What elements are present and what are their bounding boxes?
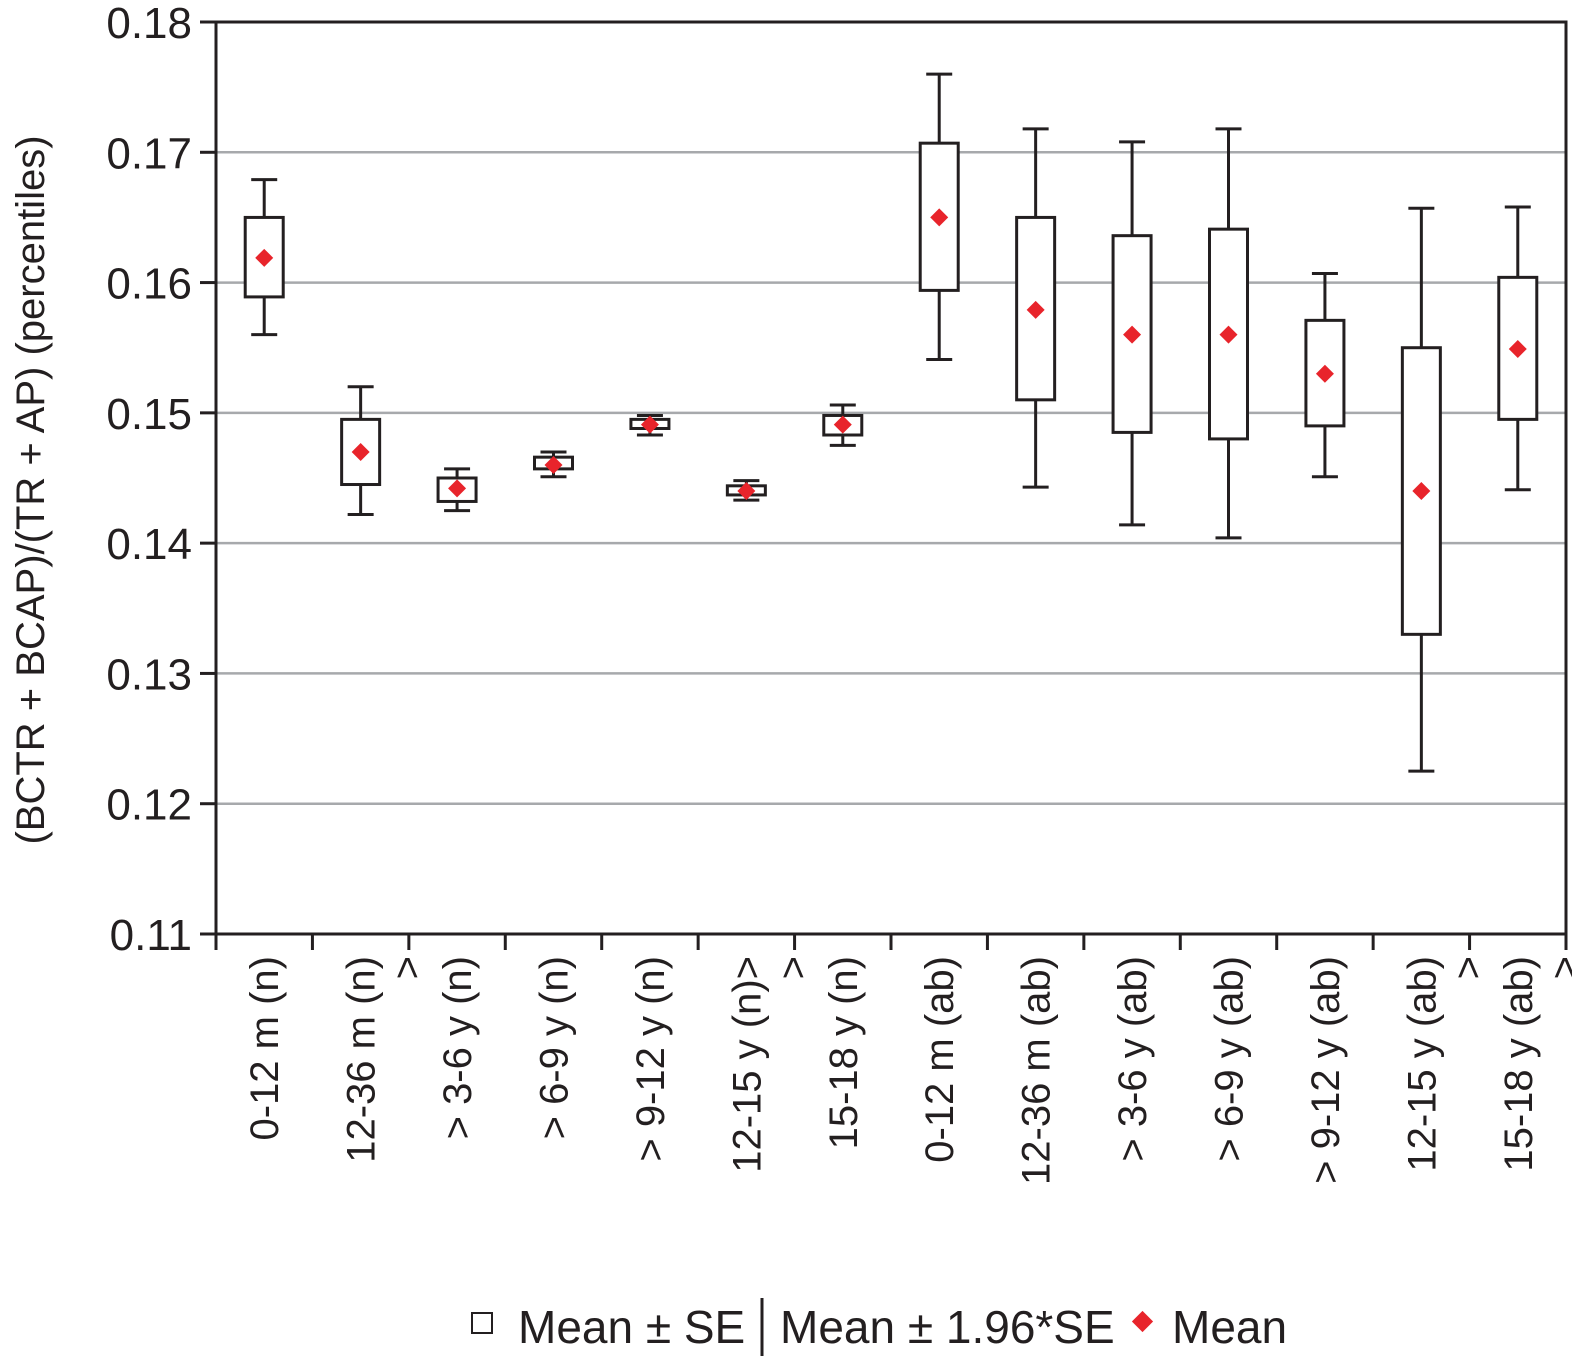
y-axis-title: (BCTR + BCAP)/(TR + AP) (percentiles) <box>9 135 53 844</box>
mean-marker <box>255 248 274 267</box>
mean-marker <box>1412 482 1431 501</box>
gridlines <box>216 151 1566 805</box>
mean-marker <box>737 482 756 501</box>
mean-marker <box>1219 325 1238 344</box>
mean-marker <box>1315 364 1334 383</box>
x-category-label-line2: > <box>1543 956 1572 979</box>
x-category-label: 12-15 y (ab) <box>1400 956 1444 1172</box>
mean-marker <box>1123 325 1142 344</box>
y-tick-label: 0.17 <box>106 129 192 178</box>
plot-marks <box>243 72 1539 773</box>
y-tick-label: 0.18 <box>106 0 192 48</box>
mean-marker <box>833 415 852 434</box>
mean-marker <box>640 415 659 434</box>
mean-marker <box>1026 300 1045 319</box>
y-tick-label: 0.15 <box>106 390 192 439</box>
mean-marker <box>448 479 467 498</box>
legend-label-se: Mean ± SE <box>518 1301 745 1353</box>
legend-mean-diamond-icon <box>1131 1310 1154 1333</box>
x-category-label: 15-18 y (ab) <box>1497 956 1541 1172</box>
x-category-label: > 3-6 y (ab) <box>1111 956 1155 1162</box>
x-category-label: 0-12 m (n) <box>243 956 287 1141</box>
x-category-label: > 3-6 y (n) <box>436 956 480 1139</box>
legend-se-box-icon <box>471 1312 493 1334</box>
mean-marker <box>351 442 370 461</box>
se-box <box>340 417 382 487</box>
x-category-label: 12-36 m (ab) <box>1015 956 1059 1185</box>
x-category-label-line2: > <box>771 956 815 979</box>
y-tick-label: 0.13 <box>106 650 192 699</box>
x-category-label: > 9-12 y (ab) <box>1304 956 1348 1184</box>
x-category-label: 12-36 m (n) <box>340 956 384 1163</box>
legend-label-ci: Mean ± 1.96*SE <box>780 1301 1115 1353</box>
x-category-label: 15-18 y (n) <box>822 956 866 1149</box>
x-category-label: > 6-9 y (n) <box>533 956 577 1139</box>
se-box <box>1497 275 1539 421</box>
legend-label-mean: Mean <box>1172 1301 1287 1353</box>
y-tick-label: 0.14 <box>106 520 192 569</box>
x-category-label: > 6-9 y (ab) <box>1208 956 1252 1162</box>
y-tick-label: 0.16 <box>106 260 192 309</box>
x-category-label: > 9-12 y (n) <box>629 956 673 1162</box>
plot-frame <box>214 20 1568 936</box>
x-category-label: 0-12 m (ab) <box>918 956 962 1163</box>
axes: 0.11 0.12 0.13 0.14 0.15 0.16 0.17 0.18 0-12 m (… <box>106 0 1572 1185</box>
legend: Mean ± SE Mean ± 1.96*SE Mean <box>471 1298 1287 1356</box>
mean-marker <box>1508 340 1527 359</box>
mean-marker <box>930 208 949 227</box>
y-tick-label: 0.12 <box>106 781 192 830</box>
mean-marker <box>544 455 563 474</box>
x-category-label-line2: > <box>386 956 430 979</box>
x-category-label-line2: > <box>1446 956 1490 979</box>
y-tick-label: 0.11 <box>110 911 192 960</box>
x-category-label: 12-15 y (n)> <box>725 956 769 1173</box>
